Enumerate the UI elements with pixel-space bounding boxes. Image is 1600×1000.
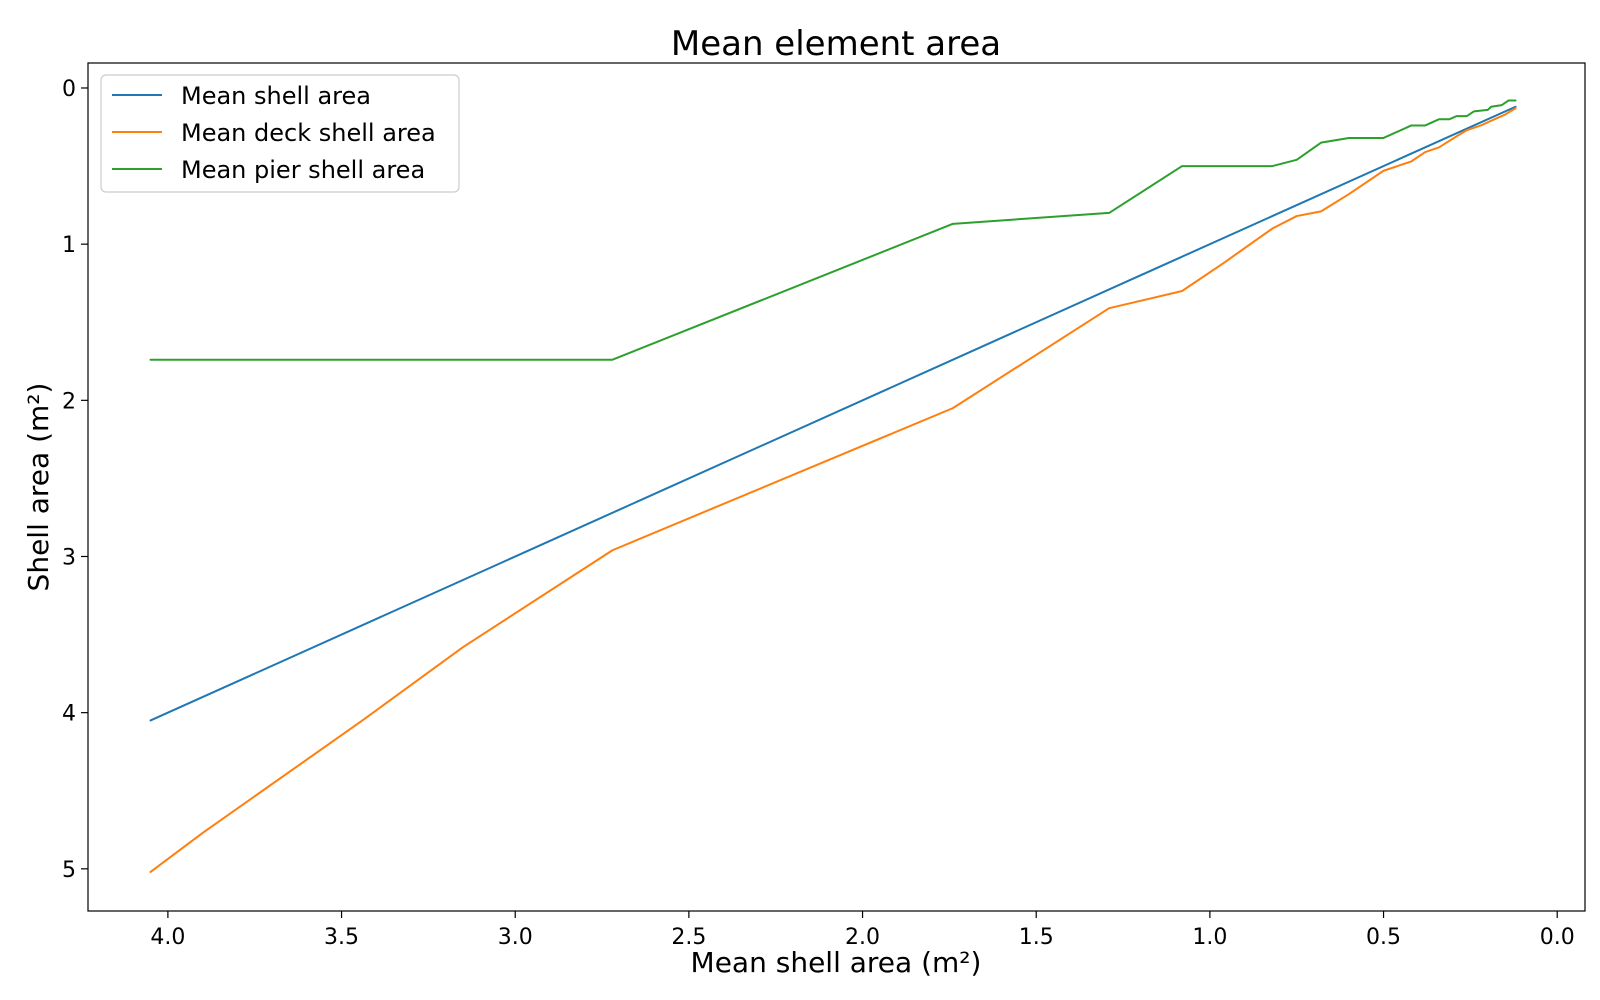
x-tick-label: 0.0 <box>1540 925 1575 950</box>
y-tick-label: 1 <box>62 233 76 258</box>
y-tick-label: 4 <box>62 702 76 727</box>
y-axis-label: Shell area (m²) <box>22 383 55 592</box>
x-tick-label: 3.5 <box>324 925 359 950</box>
legend-label-deck-shell-area: Mean deck shell area <box>181 119 436 147</box>
y-tick-label: 2 <box>62 389 76 414</box>
x-tick-label: 3.0 <box>498 925 533 950</box>
x-tick-label: 1.5 <box>1019 925 1054 950</box>
y-tick-label: 3 <box>62 545 76 570</box>
plot-area: 4.0 3.5 3.0 2.5 2.0 1.5 1.0 0.5 0.0 0 1 2 3 4 5 <box>62 62 1586 950</box>
x-axis-ticks: 4.0 3.5 3.0 2.5 2.0 1.5 1.0 0.5 0.0 <box>150 911 1575 950</box>
series-line-mean-deck-shell-area <box>149 107 1517 873</box>
y-tick-label: 5 <box>62 858 76 883</box>
x-tick-label: 2.5 <box>671 925 706 950</box>
legend-label-shell-area: Mean shell area <box>181 82 371 110</box>
plot-frame <box>87 62 1586 912</box>
series-lines <box>149 99 1517 873</box>
series-line-mean-pier-shell-area <box>149 99 1517 361</box>
x-tick-label: 0.5 <box>1366 925 1401 950</box>
legend-label-pier-shell-area: Mean pier shell area <box>181 156 425 184</box>
x-tick-label: 4.0 <box>150 925 185 950</box>
series-line-mean-shell-area <box>149 105 1517 722</box>
x-axis-label: Mean shell area (m²) <box>691 946 982 979</box>
chart-title: Mean element area <box>671 24 1001 64</box>
y-axis-ticks: 0 1 2 3 4 5 <box>62 77 88 883</box>
x-tick-label: 1.0 <box>1192 925 1227 950</box>
x-tick-label: 2.0 <box>845 925 880 950</box>
legend-box <box>100 74 460 193</box>
y-tick-label: 0 <box>62 77 76 102</box>
legend: Mean shell area Mean deck shell area Mea… <box>100 74 460 193</box>
